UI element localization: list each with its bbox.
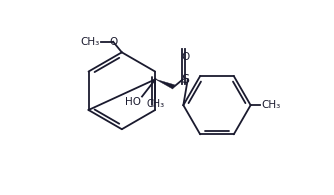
Text: CH₃: CH₃: [261, 100, 281, 110]
Text: CH₃: CH₃: [146, 99, 165, 109]
Text: O: O: [109, 37, 117, 47]
Polygon shape: [155, 79, 175, 89]
Text: O: O: [181, 52, 189, 62]
Text: CH₃: CH₃: [80, 37, 100, 47]
Text: S: S: [181, 73, 189, 86]
Text: HO: HO: [125, 98, 141, 107]
